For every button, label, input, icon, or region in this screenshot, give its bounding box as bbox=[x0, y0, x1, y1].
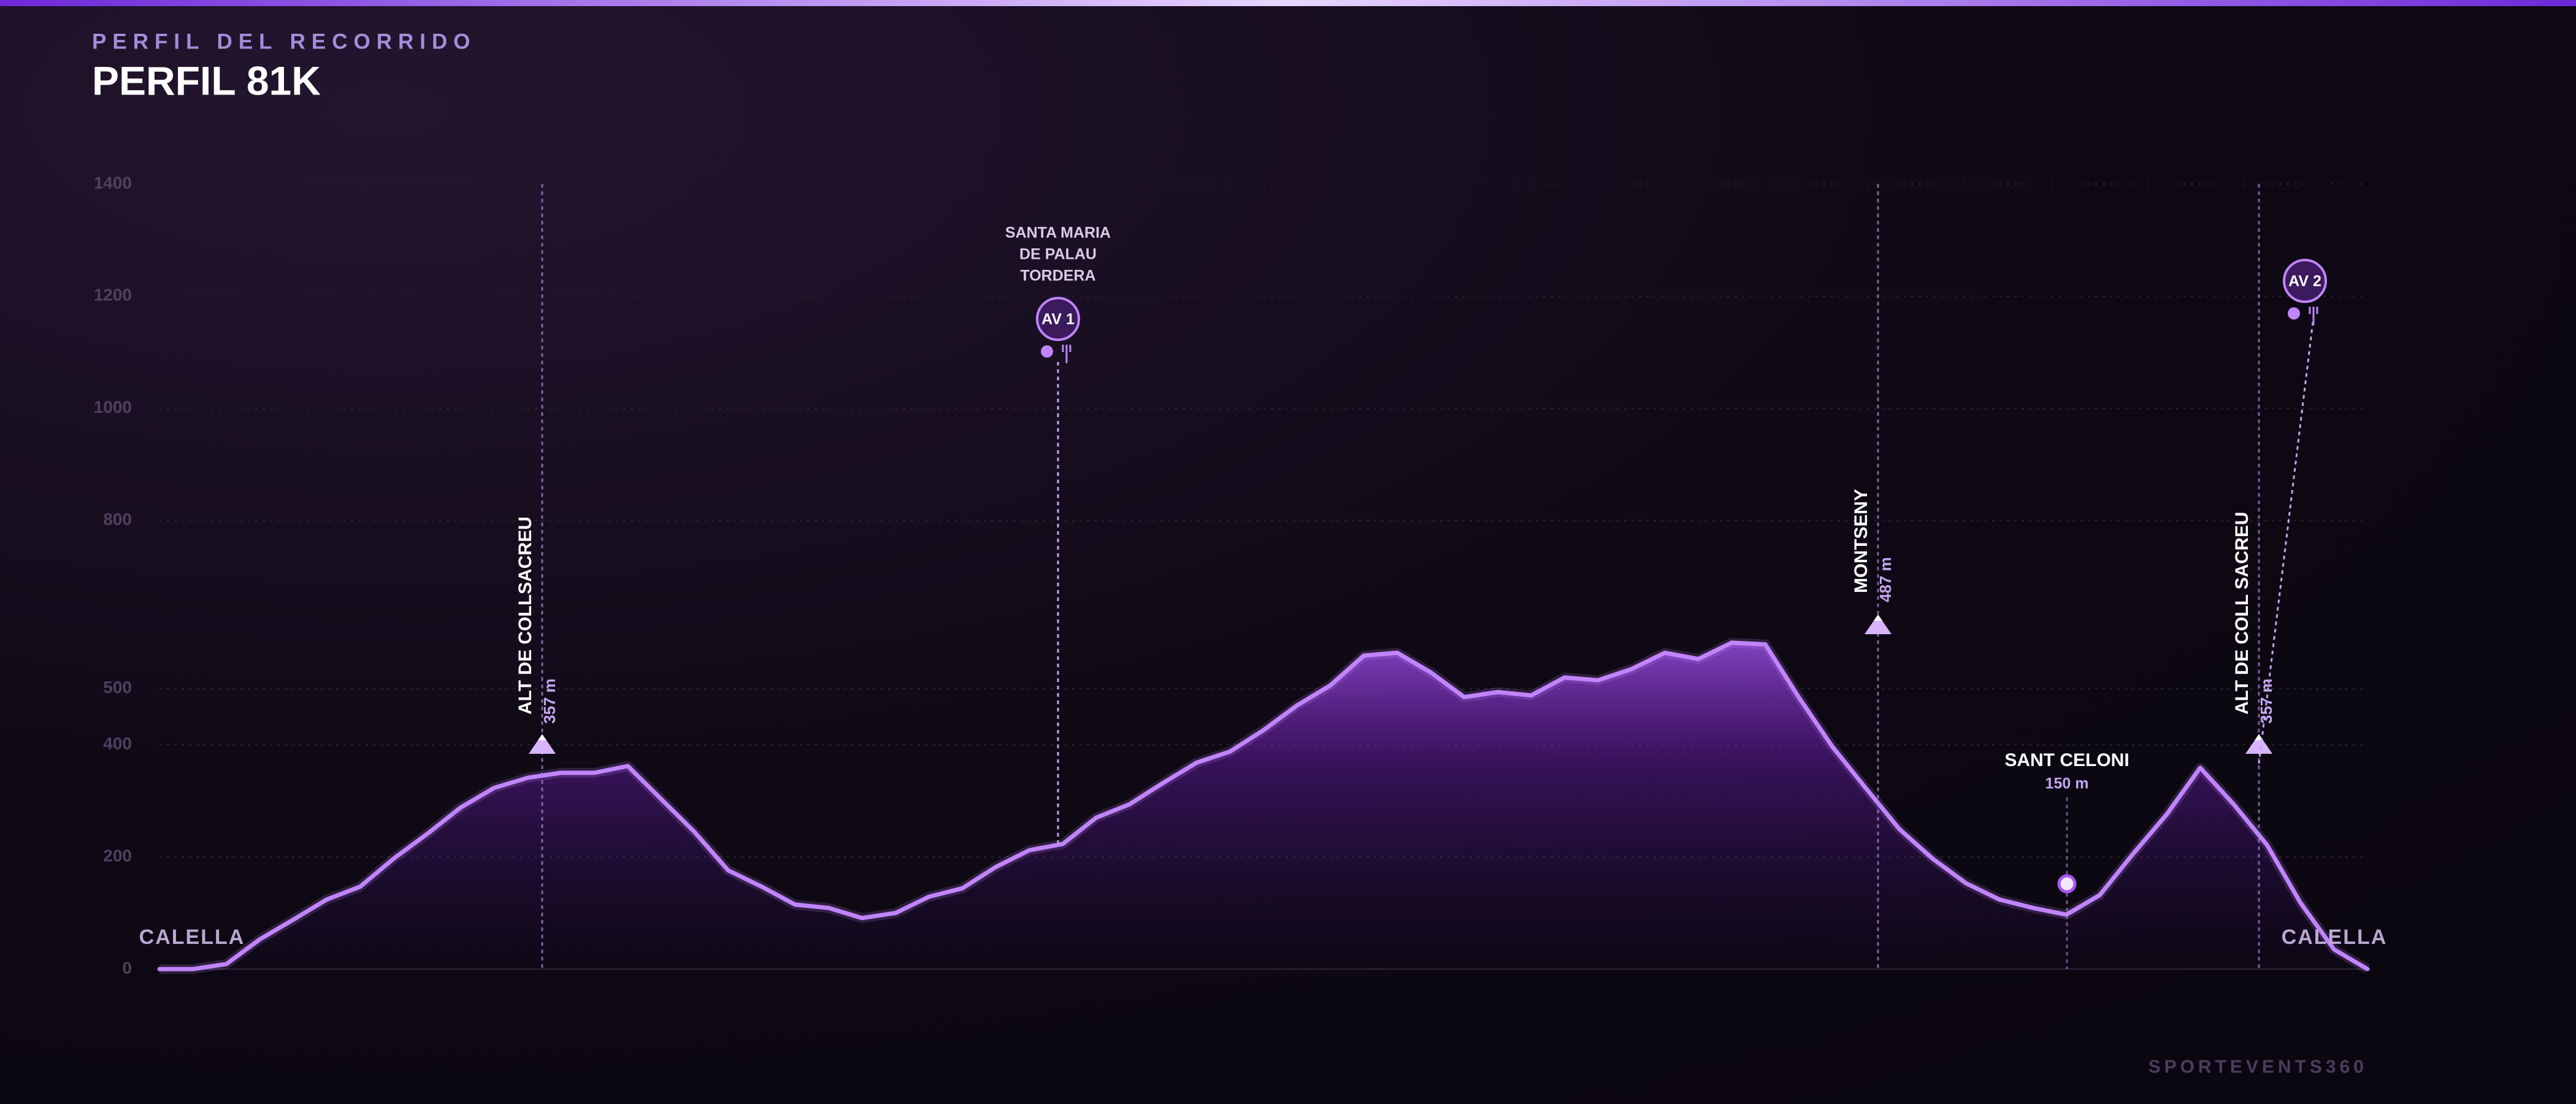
aid-circle bbox=[1036, 297, 1080, 341]
aid-place: DE PALAU bbox=[1019, 246, 1097, 263]
aid-label: AV 1 bbox=[1041, 311, 1075, 328]
y-tick-label: 0 bbox=[122, 958, 132, 977]
aid-place: SANTA MARIA bbox=[1005, 224, 1111, 242]
peak-name: MONTSENY bbox=[1851, 489, 1871, 593]
profile-line bbox=[157, 640, 2370, 972]
y-tick-label: 1000 bbox=[94, 397, 132, 416]
top-bar bbox=[0, 0, 2576, 6]
peak-icon bbox=[529, 734, 556, 754]
subtitle: PERFIL DEL RECORRIDO bbox=[92, 29, 477, 53]
aid-place: TORDERA bbox=[1020, 267, 1095, 285]
town-elevation: 150 m bbox=[2045, 775, 2089, 792]
y-tick-label: 400 bbox=[103, 734, 132, 753]
peak-icon bbox=[2245, 734, 2272, 754]
y-tick-label: 200 bbox=[103, 846, 132, 865]
peak-name: ALT DE COLLSACREU bbox=[515, 516, 535, 715]
peak-snow bbox=[1874, 615, 1882, 621]
y-tick-label: 500 bbox=[103, 678, 132, 697]
town-dot bbox=[2057, 874, 2077, 894]
town-name: SANT CELONI bbox=[2004, 750, 2129, 770]
credit: SPORTEVENTS360 bbox=[2149, 1057, 2367, 1077]
aid-icon-cutlery bbox=[2309, 307, 2318, 325]
chart-title: PERFIL 81K bbox=[92, 58, 321, 103]
peak-elevation: 357 m bbox=[2257, 678, 2275, 724]
aid-icon-cutlery bbox=[1062, 345, 1071, 363]
aid-line bbox=[2258, 321, 2314, 764]
aid-icon-food bbox=[2288, 307, 2300, 320]
y-tick-label: 1400 bbox=[94, 173, 132, 192]
aid-label: AV 2 bbox=[2288, 273, 2321, 290]
peak-elevation: 357 m bbox=[540, 678, 559, 724]
end-label: CALELLA bbox=[2282, 926, 2388, 949]
peak-elevation: 487 m bbox=[1876, 557, 1895, 602]
peak-snow bbox=[538, 734, 546, 740]
peak-name: ALT DE COLL SACREU bbox=[2232, 512, 2252, 715]
start-label: CALELLA bbox=[139, 926, 245, 949]
y-tick-label: 1200 bbox=[94, 285, 132, 304]
aid-circle bbox=[2283, 259, 2327, 303]
aid-icon-food bbox=[1041, 345, 1053, 358]
y-tick-label: 800 bbox=[103, 510, 132, 529]
peak-icon bbox=[1865, 615, 1892, 634]
